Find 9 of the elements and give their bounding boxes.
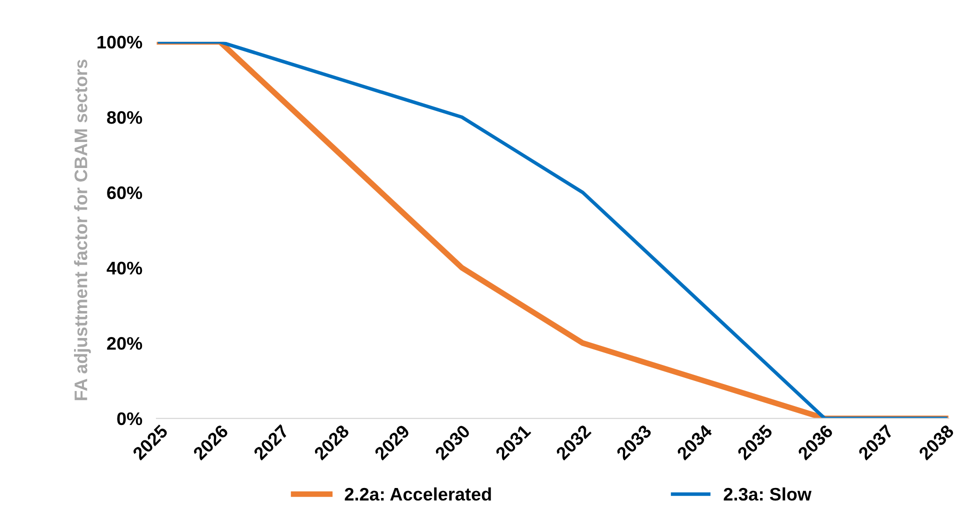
y-tick-label: 0%: [117, 412, 142, 426]
y-tick-label: 60%: [107, 186, 142, 200]
legend-label: 2.2a: Accelerated: [344, 487, 491, 501]
y-tick-label: 40%: [106, 262, 142, 274]
y-tick-label: 20%: [107, 337, 142, 350]
y-tick-label: 80%: [107, 111, 142, 124]
legend-label: 2.3a: Slow: [724, 487, 812, 501]
y-tick-label: 100%: [98, 36, 142, 49]
y-axis-title: FA adjusttment factor for CBAM sectors: [74, 60, 91, 400]
